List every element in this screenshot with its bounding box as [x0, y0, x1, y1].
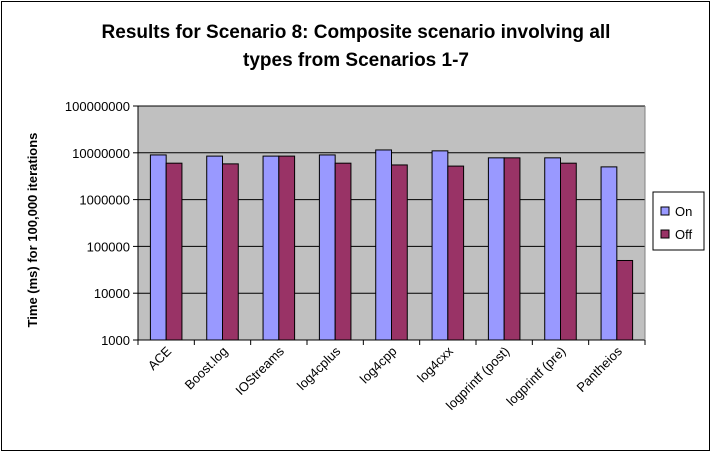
- y-tick-label: 100000: [87, 239, 130, 254]
- bar-off: [165, 162, 183, 341]
- bar-on: [600, 166, 618, 341]
- bar-off: [391, 164, 408, 341]
- bar-on: [318, 154, 336, 341]
- bars: [149, 149, 634, 341]
- axes: [133, 105, 646, 345]
- y-tick-label: 1000000: [79, 193, 130, 208]
- bar-on: [149, 154, 167, 341]
- bar-on: [544, 157, 562, 341]
- bar-off: [447, 165, 465, 341]
- bar-off: [222, 163, 239, 341]
- bar-on: [206, 155, 224, 341]
- bar-off: [503, 157, 521, 341]
- bar-on: [431, 150, 449, 341]
- bar-off: [334, 162, 352, 341]
- y-tick-label: 1000: [101, 333, 130, 348]
- legend-swatch-on: [660, 206, 670, 216]
- bar-on: [262, 155, 280, 341]
- y-tick-labels: 1000 10000 100000 1000000 10000000 100000000: [65, 99, 130, 348]
- chart-title-line1: Results for Scenario 8: Composite scenar…: [102, 22, 611, 43]
- legend-box: [652, 191, 705, 251]
- y-tick-label: 10000: [94, 286, 130, 301]
- y-tick-label: 10000000: [72, 146, 130, 161]
- chart-title-line2: types from Scenarios 1-7: [243, 50, 469, 71]
- bar-off: [560, 162, 577, 341]
- y-tick-label: 100000000: [65, 99, 130, 114]
- bar-on: [375, 149, 392, 341]
- bar-on: [487, 157, 505, 341]
- bar-off: [278, 155, 296, 341]
- y-axis-title: Time (ms) for 100,000 iterations: [25, 133, 40, 328]
- legend: On Off: [652, 191, 705, 251]
- legend-swatch-off: [660, 229, 670, 239]
- legend-label-on: On: [675, 204, 692, 219]
- bar-off: [616, 259, 634, 341]
- legend-label-off: Off: [675, 227, 692, 242]
